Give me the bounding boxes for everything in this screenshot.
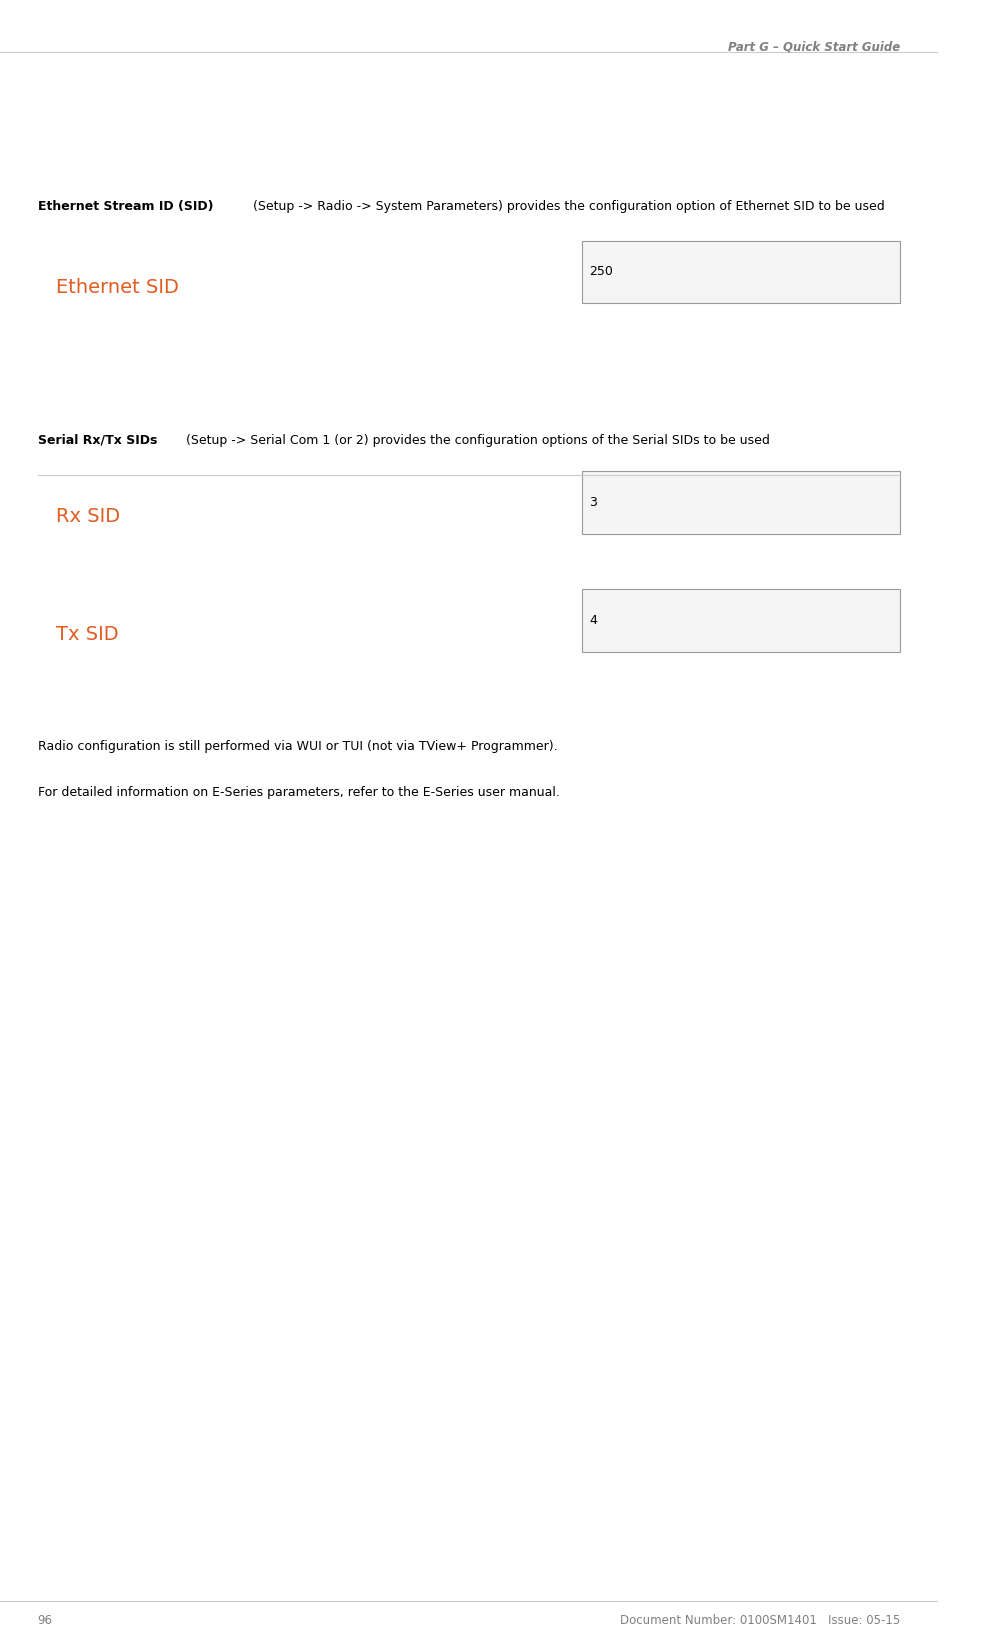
Text: Rx SID: Rx SID xyxy=(56,507,120,527)
Text: Part G – Quick Start Guide: Part G – Quick Start Guide xyxy=(727,41,900,54)
Text: Radio configuration is still performed via WUI or TUI (not via TView+ Programmer: Radio configuration is still performed v… xyxy=(37,740,556,753)
Text: (Setup -> Serial Com 1 (or 2) provides the configuration options of the Serial S: (Setup -> Serial Com 1 (or 2) provides t… xyxy=(181,434,769,447)
Text: 4: 4 xyxy=(588,614,596,627)
Text: Tx SID: Tx SID xyxy=(56,625,119,645)
FancyBboxPatch shape xyxy=(581,471,900,534)
Text: (Setup -> Radio -> System Parameters) provides the configuration option of Ether: (Setup -> Radio -> System Parameters) pr… xyxy=(249,200,884,213)
Text: Document Number: 0100SM1401   Issue: 05-15: Document Number: 0100SM1401 Issue: 05-15 xyxy=(619,1614,900,1627)
Text: 3: 3 xyxy=(588,496,596,509)
FancyBboxPatch shape xyxy=(581,589,900,652)
FancyBboxPatch shape xyxy=(581,241,900,303)
Text: 250: 250 xyxy=(588,265,612,278)
Text: For detailed information on E-Series parameters, refer to the E-Series user manu: For detailed information on E-Series par… xyxy=(37,786,559,799)
Text: Ethernet Stream ID (SID): Ethernet Stream ID (SID) xyxy=(37,200,212,213)
Text: Ethernet SID: Ethernet SID xyxy=(56,278,179,298)
Text: Serial Rx/Tx SIDs: Serial Rx/Tx SIDs xyxy=(37,434,156,447)
Text: 96: 96 xyxy=(37,1614,52,1627)
